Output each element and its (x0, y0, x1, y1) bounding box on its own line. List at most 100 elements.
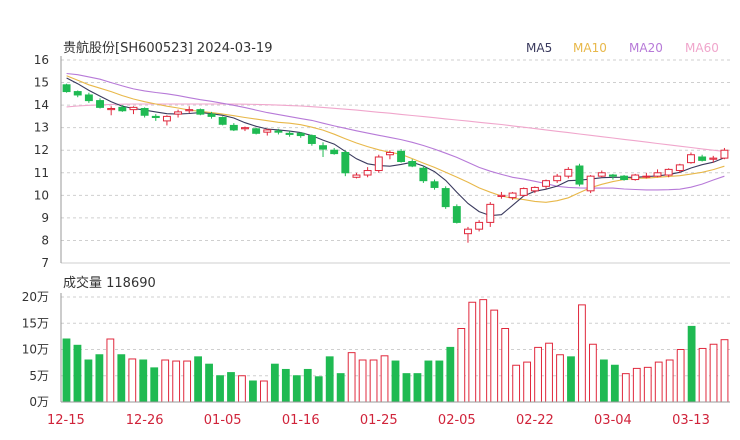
candle-body (497, 194, 506, 197)
volume-bar (523, 361, 532, 403)
candle (151, 114, 160, 121)
ma20-line (66, 72, 725, 191)
volume-bar (654, 361, 663, 403)
candle-body (720, 149, 729, 159)
candle-body (229, 124, 238, 131)
volume-bar (698, 347, 707, 403)
x-tick-label: 12-15 (47, 413, 85, 428)
candle (352, 172, 361, 179)
candle-body (107, 107, 116, 111)
x-tick-label: 01-16 (282, 413, 320, 428)
volume-bar (358, 359, 367, 403)
volume-bar (490, 309, 499, 403)
candle-body (162, 115, 171, 122)
legend-ma60: MA60 (685, 41, 719, 55)
volume-bar (380, 355, 389, 403)
candle (441, 186, 450, 209)
volume-bar (687, 325, 696, 403)
candle-body (530, 186, 539, 192)
ma10-line (66, 75, 725, 203)
volume-bar (720, 339, 729, 403)
candle (207, 111, 216, 119)
candle-body (687, 154, 695, 164)
price-tick-label: 7 (41, 256, 49, 270)
candle (229, 123, 238, 132)
candle (530, 186, 539, 194)
candle-body (441, 188, 450, 208)
price-tick-label: 15 (34, 76, 49, 90)
candle-body (464, 228, 472, 235)
candle (330, 147, 339, 155)
candle (185, 106, 194, 114)
x-axis: 12-15 12-26 01-05 01-16 01-25 02-05 02-22 03-04… (47, 401, 730, 428)
candle-body (419, 167, 428, 182)
candle (84, 92, 93, 103)
price-tick-label: 12 (34, 143, 49, 157)
volume-bar (578, 304, 586, 403)
candle-body (709, 157, 718, 160)
candle-body (675, 164, 684, 172)
candle-body (631, 174, 640, 181)
candle-body (664, 168, 673, 176)
volume-bar (589, 343, 597, 403)
volume-bar (468, 301, 477, 403)
candle (129, 106, 138, 115)
volume-bar (479, 299, 488, 403)
candle-body (397, 150, 406, 163)
volume-bars (62, 299, 729, 403)
candle-body (653, 172, 662, 177)
candle-body (319, 145, 327, 150)
candle (653, 169, 662, 178)
candle-body (307, 135, 316, 144)
volume-bar (621, 373, 630, 403)
volume-bar (73, 344, 82, 403)
ma60-line (66, 103, 725, 152)
price-tick-label: 9 (41, 211, 49, 225)
candle (385, 150, 394, 160)
candle (296, 132, 305, 138)
price-tick-label: 8 (41, 233, 49, 247)
candle (397, 149, 406, 163)
candle-body (296, 132, 305, 137)
x-tick-label: 12-26 (126, 413, 164, 428)
candle-body (252, 128, 261, 134)
candle (218, 116, 227, 126)
price-tick-label: 16 (34, 53, 49, 67)
volume-bar (281, 368, 290, 403)
volume-bar (325, 356, 334, 403)
x-tick-label: 01-05 (204, 413, 242, 428)
candle-body (140, 107, 149, 116)
candle (263, 128, 272, 136)
price-y-axis: 7 8 9 10 11 12 13 14 15 16 (34, 53, 62, 270)
volume-bar (84, 359, 93, 403)
price-tick-label: 14 (34, 98, 49, 112)
volume-bar (303, 368, 312, 403)
volume-bar (512, 364, 521, 403)
candle (274, 128, 283, 135)
volume-bar (336, 373, 345, 403)
volume-bar (106, 338, 115, 403)
candle-body (73, 91, 82, 96)
legend: MA5 MA10 MA20 MA60 (526, 41, 719, 55)
candle (285, 131, 294, 137)
candle-body (519, 188, 528, 196)
candle (341, 150, 350, 177)
chart-title: 贵航股份[SH600523] 2024-03-19 (63, 40, 272, 56)
volume-bar (205, 363, 213, 403)
candle (687, 152, 695, 164)
candle (720, 147, 729, 160)
candle-body (542, 180, 550, 187)
volume-bar (665, 359, 674, 403)
candle (664, 168, 673, 178)
candle-body (363, 170, 372, 176)
volume-bar (259, 380, 268, 403)
candle (162, 115, 171, 126)
candle-body (698, 156, 707, 161)
price-tick-label: 13 (34, 121, 49, 135)
volume-bar (183, 360, 192, 403)
candle-body (486, 203, 495, 223)
candle (475, 220, 484, 232)
candle (575, 163, 584, 187)
volume-tick-label: 10万 (22, 343, 49, 357)
